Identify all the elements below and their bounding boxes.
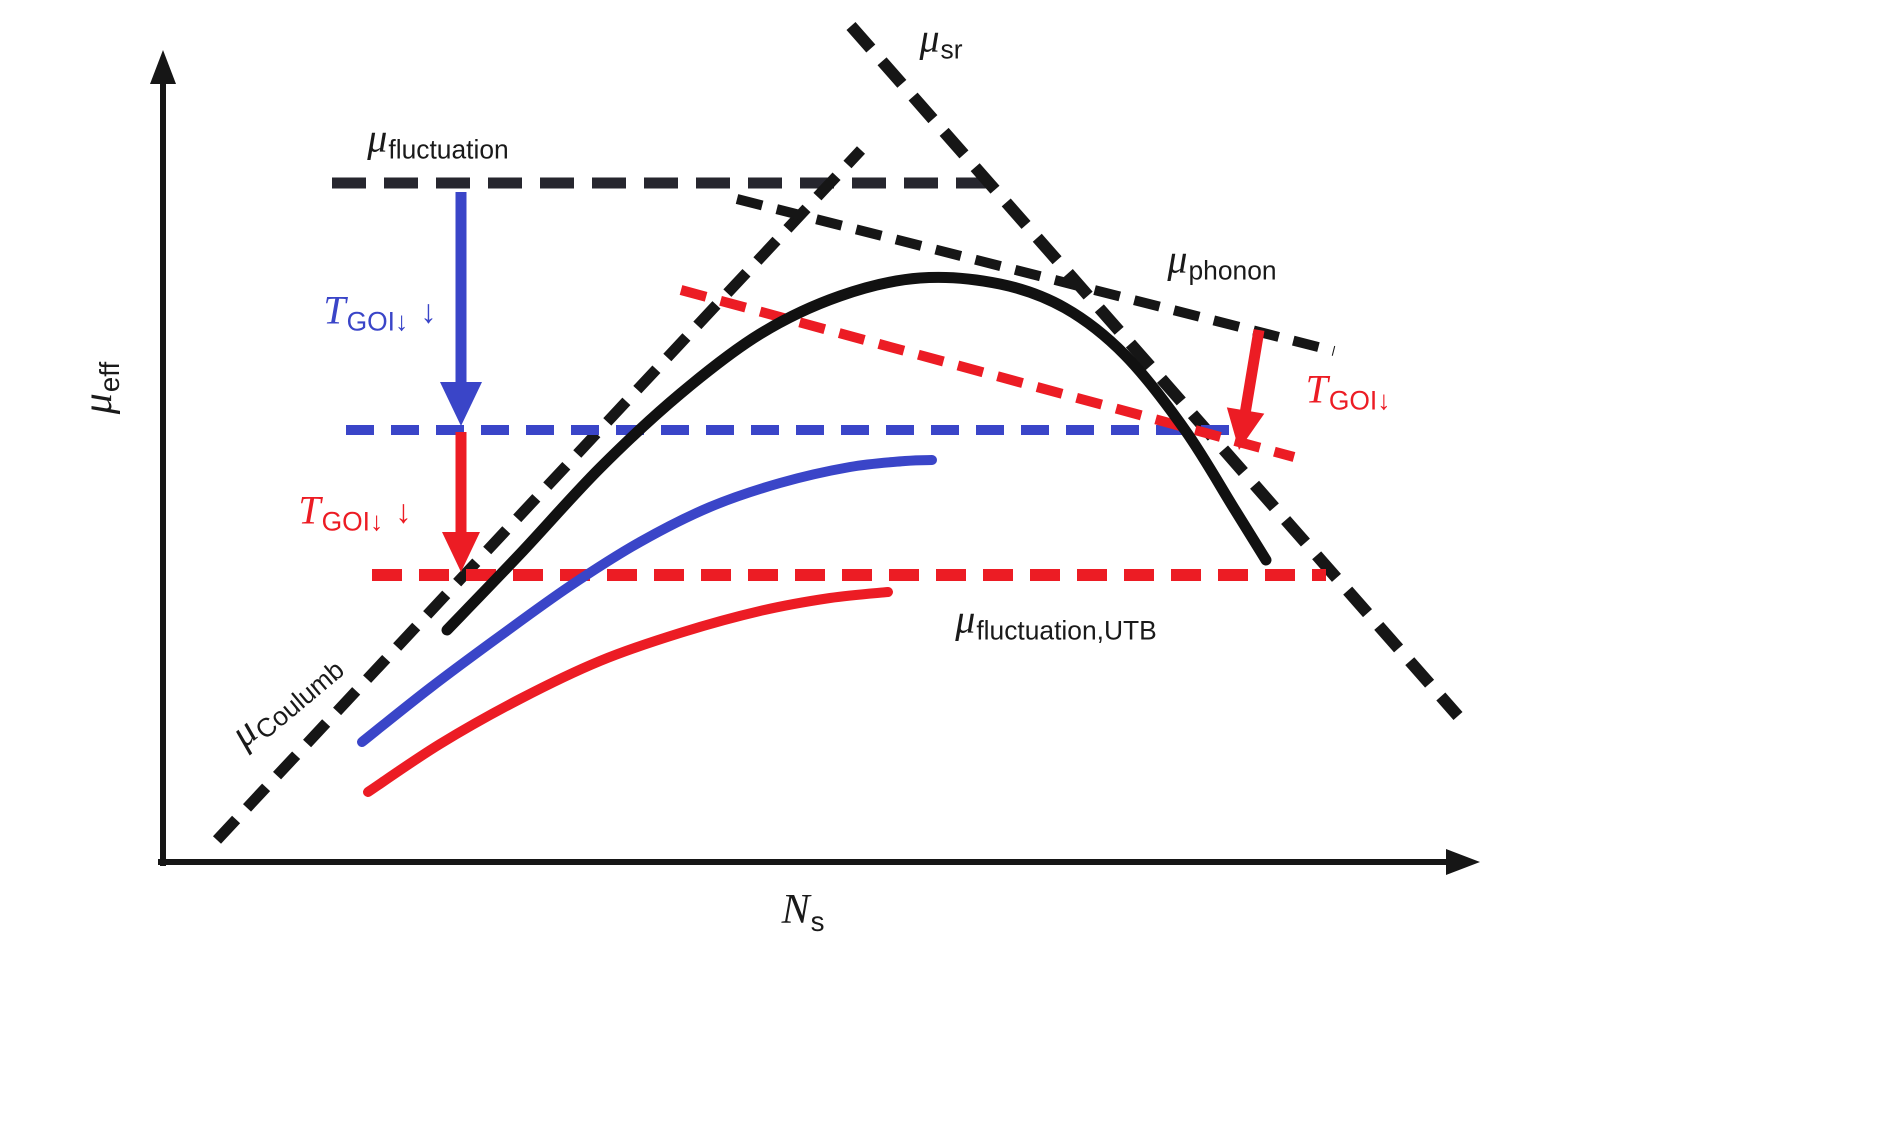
red-mobility-curve xyxy=(363,587,893,797)
blue-mobility-curve xyxy=(357,455,937,747)
red-goi-arrow-right-shaft xyxy=(1239,329,1265,417)
blue-goi-arrow-head xyxy=(440,382,482,426)
y-axis-head xyxy=(150,50,176,84)
red-goi-arrow-right-head xyxy=(1226,407,1265,450)
mu-phonon-line xyxy=(735,194,1336,356)
mu-sr-line xyxy=(846,22,1463,720)
red-goi-arrow-left-head xyxy=(442,532,480,572)
mu-coulomb-line xyxy=(212,146,866,844)
black-mobility-curve xyxy=(441,271,1272,636)
x-axis-head xyxy=(1446,849,1480,875)
